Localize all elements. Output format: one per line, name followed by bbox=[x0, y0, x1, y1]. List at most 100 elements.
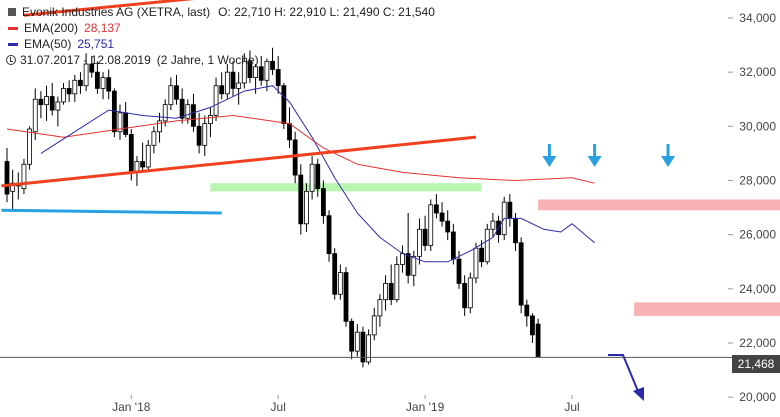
candle-body bbox=[270, 60, 275, 70]
axes-layer: 34,000 32,000 30,000 28,000 26,000 24,000 22,0… bbox=[0, 11, 776, 414]
trendlines-layer bbox=[1, 0, 477, 215]
candle-body bbox=[230, 71, 236, 89]
candle-body bbox=[320, 188, 326, 217]
y-tick-label: 24,000 bbox=[739, 282, 776, 296]
candle-body bbox=[55, 101, 61, 111]
blue-trendline-2 bbox=[1, 208, 222, 215]
candle-body bbox=[49, 96, 55, 111]
candle-body bbox=[241, 60, 247, 84]
candle-body bbox=[462, 283, 468, 309]
candle-body bbox=[66, 88, 72, 95]
legend-interval: (2 Jahre, 1 Woche) bbox=[156, 53, 259, 67]
candle-body bbox=[400, 253, 405, 265]
candle-body bbox=[236, 82, 242, 89]
candle-body bbox=[467, 277, 473, 309]
candle-body bbox=[140, 161, 146, 168]
ema200-swatch bbox=[8, 26, 18, 30]
candle-body bbox=[162, 104, 168, 122]
candle-body bbox=[21, 163, 27, 190]
candle-body bbox=[224, 71, 230, 95]
candles-layer bbox=[4, 47, 541, 368]
candle-body bbox=[445, 220, 451, 233]
red-zone-2 bbox=[634, 302, 780, 316]
candle-body bbox=[417, 228, 422, 257]
candle-body bbox=[281, 85, 287, 125]
candle-body bbox=[106, 77, 112, 92]
candle-body bbox=[213, 85, 219, 116]
candle-body bbox=[287, 123, 292, 141]
zones-layer bbox=[210, 183, 780, 316]
candle-body bbox=[411, 255, 417, 276]
candle-body bbox=[349, 320, 355, 352]
candle-body bbox=[377, 299, 383, 317]
candle-body bbox=[388, 283, 394, 301]
candle-body bbox=[332, 253, 338, 295]
candle-body bbox=[383, 283, 388, 301]
red-trendline-0 bbox=[1, 135, 477, 188]
candle-body bbox=[315, 163, 321, 190]
candle-body bbox=[428, 204, 434, 246]
candle-body bbox=[292, 139, 298, 176]
candle-body bbox=[253, 66, 259, 78]
candle-body bbox=[95, 71, 100, 89]
candle-body bbox=[123, 112, 129, 135]
y-tick-label: 26,000 bbox=[739, 228, 776, 242]
candle-body bbox=[360, 331, 366, 363]
candle-body bbox=[354, 331, 360, 352]
candle-body bbox=[513, 218, 518, 244]
red-zone-1 bbox=[538, 199, 780, 211]
green-zone-0 bbox=[210, 183, 482, 192]
candle-body bbox=[343, 272, 349, 322]
candle-body bbox=[530, 315, 535, 336]
candle-body bbox=[191, 104, 196, 127]
clock-icon bbox=[6, 55, 16, 65]
y-tick-label: 34,000 bbox=[739, 11, 776, 25]
legend-ema50-value: 25,751 bbox=[77, 37, 115, 51]
legend-period-row: 31.07.2017 - 12.08.2019 (2 Jahre, 1 Woch… bbox=[4, 52, 435, 68]
legend-ema50-label: EMA(50) bbox=[24, 37, 72, 51]
candle-body bbox=[507, 201, 513, 219]
legend-ema200-value: 28,137 bbox=[84, 21, 121, 35]
ema-layer bbox=[6, 85, 595, 263]
legend-ohlc: O: 22,710 H: 22,910 L: 21,490 C: 21,540 bbox=[218, 5, 435, 19]
candle-body bbox=[151, 131, 157, 146]
candle-body bbox=[27, 128, 33, 165]
forecast-arrow-line bbox=[608, 354, 641, 397]
candle-body bbox=[479, 247, 485, 263]
candle-body bbox=[247, 60, 253, 78]
x-tick-label: Jul bbox=[564, 400, 579, 414]
candle-body bbox=[174, 85, 179, 100]
y-tick-label: 20,000 bbox=[739, 390, 776, 404]
candle-body bbox=[128, 134, 134, 173]
chart-legend: Evonik Industries AG (XETRA, last) O: 22… bbox=[4, 4, 435, 68]
candle-body bbox=[157, 120, 162, 133]
red-trendline-1 bbox=[23, 0, 195, 17]
legend-title-row: Evonik Industries AG (XETRA, last) O: 22… bbox=[4, 4, 435, 20]
marker-arrow-icon bbox=[661, 156, 676, 167]
candle-body bbox=[219, 85, 225, 95]
candle-body bbox=[264, 60, 270, 81]
legend-period: 31.07.2017 - 12.08.2019 bbox=[20, 53, 151, 67]
candle-body bbox=[258, 66, 264, 81]
candle-body bbox=[185, 104, 191, 119]
candle-body bbox=[117, 112, 123, 133]
x-tick-label: Jul bbox=[271, 400, 286, 414]
candle-body bbox=[337, 272, 343, 295]
marker-arrow-icon bbox=[542, 156, 557, 167]
ema50-swatch bbox=[8, 42, 18, 46]
candle-icon bbox=[8, 8, 16, 16]
candle-body bbox=[473, 247, 479, 279]
candle-body bbox=[326, 215, 332, 255]
candle-body bbox=[394, 264, 400, 301]
candle-body bbox=[145, 144, 151, 168]
forecast-arrow-icon bbox=[633, 387, 644, 401]
x-tick-label: Jan '19 bbox=[406, 400, 445, 414]
candle-body bbox=[168, 85, 174, 106]
ema50-line bbox=[40, 85, 595, 263]
candle-body bbox=[61, 88, 66, 103]
candle-body bbox=[207, 115, 213, 125]
y-tick-label: 30,000 bbox=[739, 119, 776, 133]
candle-body bbox=[518, 242, 524, 306]
legend-ema50-row: EMA(50) 25,751 bbox=[4, 36, 435, 52]
